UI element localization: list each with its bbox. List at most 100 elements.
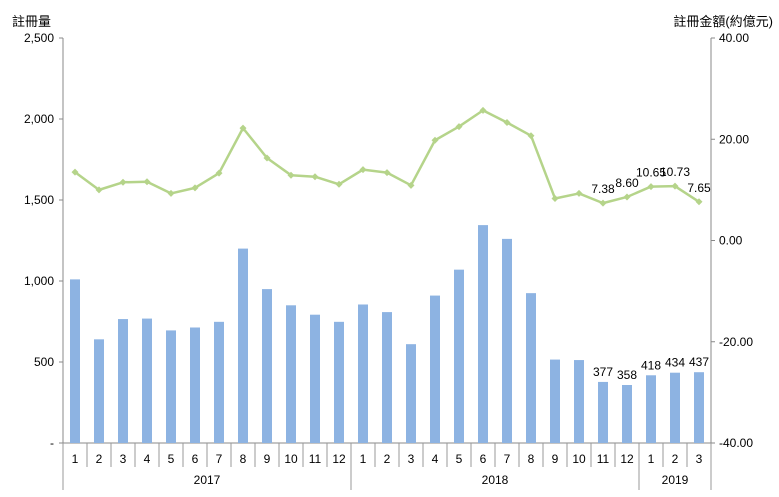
bar bbox=[622, 385, 632, 443]
bar bbox=[646, 375, 656, 443]
bar bbox=[478, 225, 488, 443]
right-tick-label: 0.00 bbox=[719, 234, 743, 248]
right-tick-label: 40.00 bbox=[719, 31, 749, 45]
bar bbox=[502, 238, 512, 443]
bar bbox=[70, 279, 80, 443]
x-tick-label: 12 bbox=[620, 452, 634, 466]
x-tick-label: 1 bbox=[72, 452, 79, 466]
x-tick-label: 6 bbox=[480, 452, 487, 466]
line-data-label: 7.65 bbox=[687, 181, 711, 195]
x-tick-label: 1 bbox=[648, 452, 655, 466]
left-tick-label: 1,000 bbox=[24, 274, 54, 288]
bar bbox=[406, 344, 416, 443]
bar-data-label: 418 bbox=[641, 358, 661, 372]
bar bbox=[142, 318, 152, 443]
right-tick-label: 20.00 bbox=[719, 132, 749, 146]
x-tick-label: 2 bbox=[96, 452, 103, 466]
bar bbox=[574, 360, 584, 443]
x-tick-label: 8 bbox=[528, 452, 535, 466]
left-tick-label: 2,500 bbox=[24, 31, 54, 45]
line-point bbox=[287, 171, 295, 179]
bar bbox=[166, 330, 176, 443]
line-point bbox=[239, 124, 247, 132]
bar bbox=[526, 293, 536, 443]
line-point bbox=[71, 168, 79, 176]
left-tick-label: - bbox=[50, 436, 54, 450]
bar bbox=[598, 381, 608, 443]
x-tick-label: 2 bbox=[384, 452, 391, 466]
bar bbox=[382, 312, 392, 443]
bar-data-label: 434 bbox=[665, 356, 685, 370]
line-point bbox=[263, 154, 271, 162]
x-tick-label: 1 bbox=[360, 452, 367, 466]
bar-data-label: 377 bbox=[593, 365, 613, 379]
bar bbox=[262, 289, 272, 443]
bar bbox=[670, 372, 680, 443]
x-tick-label: 7 bbox=[216, 452, 223, 466]
left-tick-label: 1,500 bbox=[24, 193, 54, 207]
line-point bbox=[119, 178, 127, 186]
line-point bbox=[407, 181, 415, 189]
right-axis-title: 註冊金額(約億元) bbox=[673, 14, 773, 29]
x-tick-label: 3 bbox=[120, 452, 127, 466]
x-tick-label: 2 bbox=[672, 452, 679, 466]
line-point bbox=[671, 182, 679, 190]
line-point bbox=[359, 166, 367, 174]
bar bbox=[190, 327, 200, 443]
bar bbox=[454, 269, 464, 443]
bar bbox=[214, 321, 224, 443]
right-tick-label: -40.00 bbox=[719, 436, 753, 450]
line-point bbox=[335, 180, 343, 188]
line-point bbox=[191, 184, 199, 192]
bar bbox=[334, 321, 344, 443]
line-point bbox=[167, 189, 175, 197]
x-tick-label: 10 bbox=[284, 452, 298, 466]
x-tick-label: 10 bbox=[572, 452, 586, 466]
bar bbox=[286, 305, 296, 443]
left-tick-label: 500 bbox=[34, 355, 54, 369]
year-label: 2017 bbox=[194, 473, 221, 487]
year-label: 2018 bbox=[482, 473, 509, 487]
x-tick-label: 7 bbox=[504, 452, 511, 466]
line-data-label: 8.60 bbox=[615, 176, 639, 190]
line-point bbox=[623, 193, 631, 201]
line-point bbox=[455, 123, 463, 131]
x-tick-label: 4 bbox=[144, 452, 151, 466]
bar bbox=[238, 248, 248, 443]
x-tick-label: 12 bbox=[332, 452, 346, 466]
right-tick-label: -20.00 bbox=[719, 335, 753, 349]
bar-data-label: 437 bbox=[689, 355, 709, 369]
bar-data-label: 358 bbox=[617, 368, 637, 382]
x-tick-label: 3 bbox=[696, 452, 703, 466]
line-point bbox=[479, 106, 487, 114]
line-point bbox=[527, 132, 535, 140]
bar bbox=[118, 319, 128, 443]
x-tick-label: 11 bbox=[309, 452, 322, 466]
line-point bbox=[575, 189, 583, 197]
bar bbox=[550, 359, 560, 443]
line-data-label: 7.38 bbox=[591, 182, 615, 196]
bar bbox=[694, 372, 704, 443]
line-point bbox=[383, 169, 391, 177]
line-point bbox=[647, 183, 655, 191]
bar bbox=[94, 339, 104, 443]
x-tick-label: 9 bbox=[552, 452, 559, 466]
line-point bbox=[599, 199, 607, 207]
left-tick-label: 2,000 bbox=[24, 112, 54, 126]
line-point bbox=[311, 173, 319, 181]
bar bbox=[430, 295, 440, 443]
x-tick-label: 6 bbox=[192, 452, 199, 466]
line-point bbox=[551, 194, 559, 202]
x-tick-label: 11 bbox=[597, 452, 610, 466]
line-point bbox=[695, 198, 703, 206]
x-tick-label: 8 bbox=[240, 452, 247, 466]
line-data-label: 10.65 bbox=[636, 166, 666, 180]
x-tick-label: 5 bbox=[456, 452, 463, 466]
year-label: 2019 bbox=[662, 473, 689, 487]
x-tick-label: 4 bbox=[432, 452, 439, 466]
line-point bbox=[215, 169, 223, 177]
line-point bbox=[431, 136, 439, 144]
x-tick-label: 5 bbox=[168, 452, 175, 466]
